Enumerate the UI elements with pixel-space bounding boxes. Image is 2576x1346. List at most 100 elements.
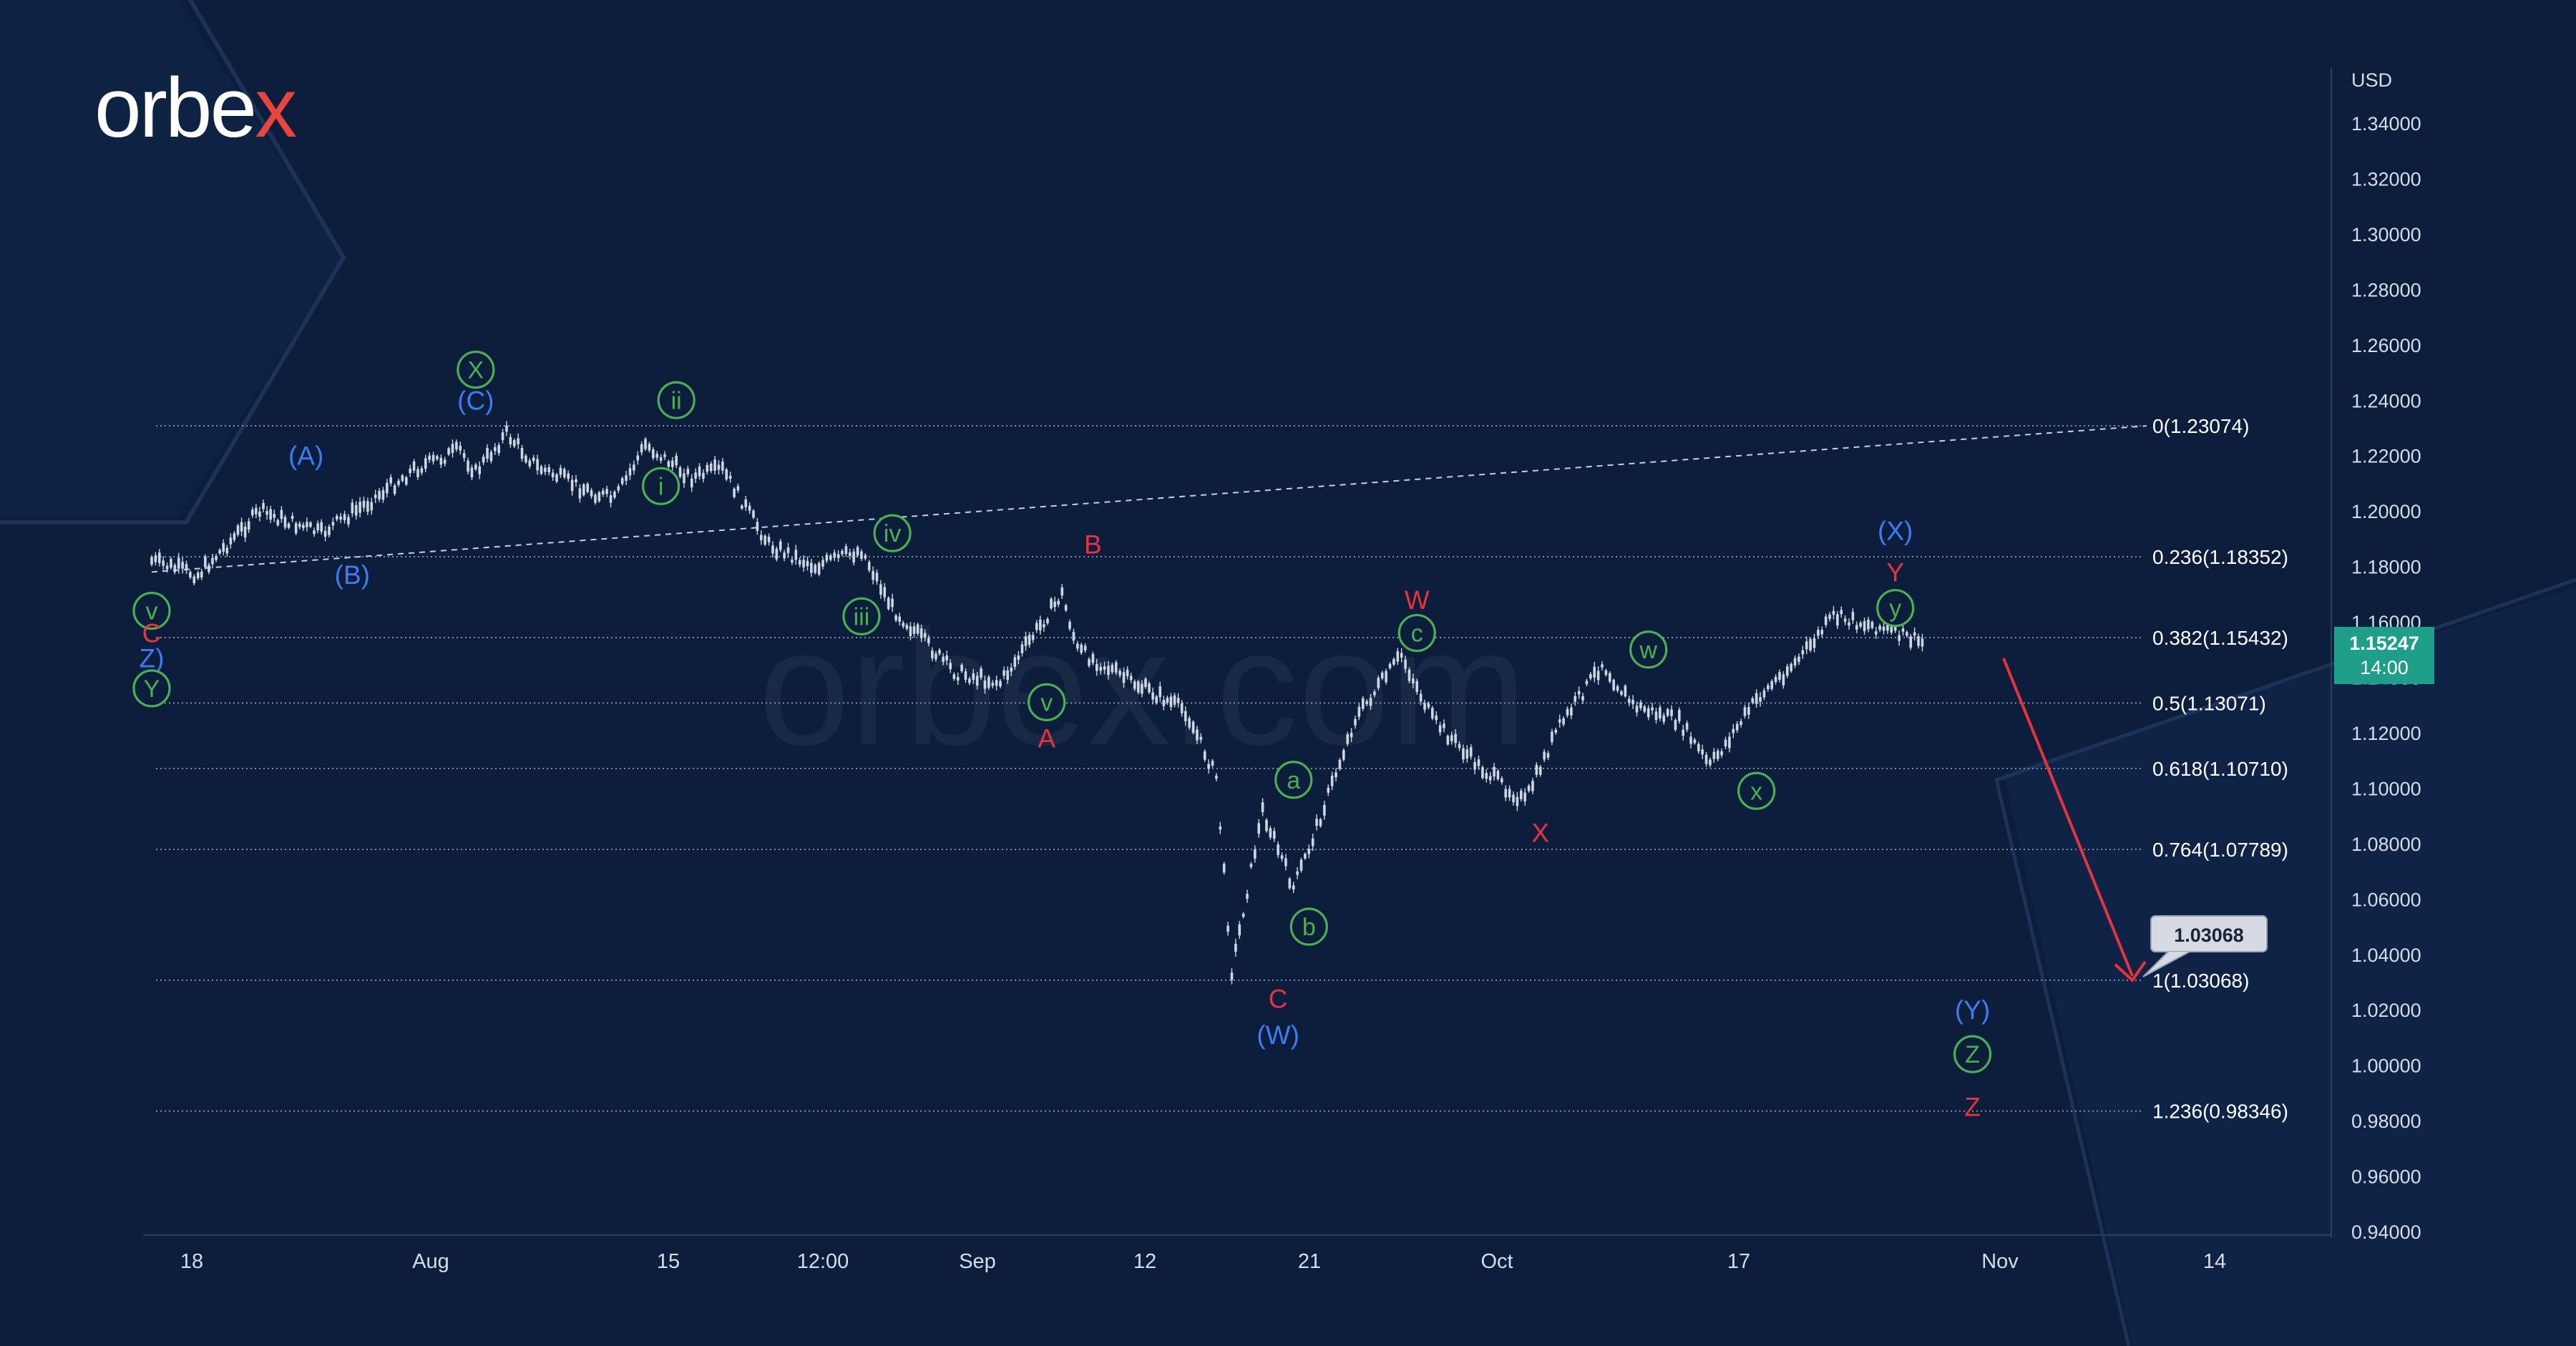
candle-body: [1039, 619, 1042, 631]
target-price-text: 1.03068: [2174, 925, 2244, 946]
candle-body: [1137, 681, 1140, 693]
wave-label-circle: [1953, 1035, 1992, 1073]
candle-body: [1148, 683, 1151, 693]
candle-body: [1446, 736, 1450, 745]
fib-level-label: 0(1.23074): [2152, 415, 2249, 437]
candle-body: [1678, 709, 1681, 721]
candle-body: [836, 554, 840, 558]
time-tick-label: Nov: [1981, 1250, 2019, 1273]
candle-body: [1060, 587, 1064, 596]
wave-label-circle: [1289, 907, 1328, 946]
fib-level-label: 0.764(1.07789): [2152, 839, 2288, 861]
candle-body: [1674, 720, 1677, 730]
candle-body: [1574, 696, 1577, 702]
candle-body: [1662, 715, 1666, 722]
candle-body: [1099, 666, 1102, 671]
candle-body: [1843, 618, 1847, 622]
candle-body: [236, 525, 240, 535]
candle-body: [1046, 618, 1049, 624]
candle-body: [741, 505, 743, 509]
candle-body: [1129, 676, 1133, 681]
wave-label: C: [142, 619, 162, 648]
candle-body: [927, 638, 930, 644]
candle-body: [964, 671, 967, 680]
candle-body: [1751, 698, 1755, 703]
candle-body: [1335, 772, 1337, 778]
price-tick-label: 0.98000: [2351, 1111, 2421, 1132]
candle-body: [544, 467, 547, 472]
candle-body: [1404, 659, 1407, 669]
candle-body: [1596, 670, 1600, 681]
candle-body: [1670, 709, 1673, 716]
candle-body: [1666, 709, 1669, 716]
wave-label-circle: [1397, 613, 1436, 653]
fib-level-label: 0.5(1.13071): [2152, 692, 2266, 714]
fib-level-label: 0.236(1.18352): [2152, 546, 2288, 568]
candle-body: [1114, 662, 1118, 673]
candle-body: [1828, 615, 1831, 619]
candle-body: [652, 449, 655, 459]
wave-label: X: [467, 357, 484, 384]
candle-body: [1191, 721, 1195, 733]
candle-body: [1693, 739, 1697, 743]
candle-body: [1566, 708, 1569, 716]
candle-body: [1797, 656, 1800, 662]
candle-body: [1886, 623, 1889, 631]
candle-body: [1277, 844, 1279, 855]
candle-body: [1624, 686, 1627, 697]
candle-body: [570, 479, 574, 492]
candle-body: [713, 459, 716, 471]
candle-body: [1651, 707, 1654, 711]
price-tick-label: 1.20000: [2351, 501, 2421, 522]
bg-chevron-outline: [0, 0, 346, 525]
candle-body: [1646, 708, 1650, 718]
fib-level-label: 1(1.03068): [2152, 970, 2249, 992]
candle-body: [844, 546, 848, 555]
candle-body: [1380, 672, 1384, 679]
candle-body: [1158, 686, 1162, 698]
candle-body: [968, 678, 971, 683]
candle-body: [794, 550, 798, 560]
candle-body: [381, 489, 385, 500]
candle-body: [942, 656, 945, 662]
candle-body: [208, 565, 210, 572]
candle-body: [1396, 651, 1400, 662]
candle-body: [916, 624, 919, 634]
candle-body: [648, 444, 651, 451]
candle-body: [489, 452, 493, 462]
candle-body: [956, 677, 960, 681]
candle-body: [374, 494, 377, 499]
candle-body: [1577, 691, 1581, 695]
candle-body: [1870, 622, 1874, 628]
candle-body: [1809, 639, 1812, 651]
candle-body: [222, 542, 225, 552]
candle-body: [1207, 764, 1210, 769]
wave-label: y: [1889, 595, 1901, 623]
candle-body: [891, 598, 894, 608]
candle-body: [1350, 732, 1353, 738]
wave-label-circle: [873, 514, 912, 552]
candle-body: [1601, 664, 1604, 668]
wave-label: ii: [671, 387, 682, 414]
candle-body: [1612, 680, 1615, 691]
candle-body: [1017, 655, 1020, 660]
candle-body: [1107, 665, 1110, 676]
candle-body: [905, 625, 909, 629]
candle-body: [555, 474, 558, 482]
candle-body: [659, 457, 663, 461]
candle-body: [362, 500, 366, 508]
candle-body: [798, 560, 801, 565]
candle-body: [919, 628, 923, 638]
candle-body: [1280, 855, 1284, 859]
candle-body: [991, 683, 995, 686]
price-tick-label: 1.00000: [2351, 1055, 2421, 1077]
candle-body: [1435, 715, 1438, 721]
candle-body: [1785, 666, 1789, 676]
candle-body: [1144, 678, 1147, 688]
candle-body: [1151, 692, 1154, 700]
price-tick-label: 0.96000: [2351, 1166, 2421, 1188]
candle-body: [370, 502, 374, 511]
candle-body: [1357, 706, 1361, 717]
candle-body: [1867, 619, 1870, 630]
candle-body: [949, 663, 952, 670]
